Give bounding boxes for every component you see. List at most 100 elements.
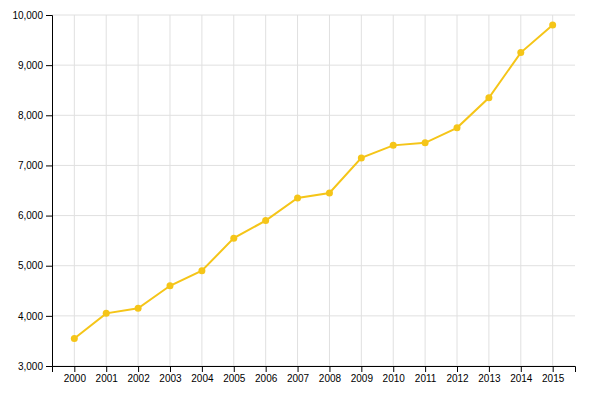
marker — [326, 190, 333, 197]
grid-line — [457, 15, 458, 366]
tick-mark — [106, 366, 107, 372]
tick-label: 2004 — [191, 373, 214, 384]
tick-mark — [46, 65, 52, 66]
marker — [422, 139, 429, 146]
x-axis: 2000200120022003200420052006200720082009… — [53, 366, 576, 384]
tick: 9,000 — [18, 60, 52, 71]
tick: 2008 — [319, 366, 342, 384]
tick-label: 2002 — [127, 373, 150, 384]
grid-line — [393, 15, 394, 366]
tick: 4,000 — [18, 311, 52, 322]
marker — [166, 282, 173, 289]
tick-mark — [553, 366, 554, 372]
marker — [262, 217, 269, 224]
tick-mark — [521, 366, 522, 372]
marker — [390, 142, 397, 149]
tick-label: 9,000 — [18, 60, 43, 71]
y-axis: 3,000 4,000 5,000 6,000 7,000 8,000 9,000 10,00… — [12, 10, 52, 372]
tick: 2012 — [446, 366, 469, 384]
tick: 2000 — [64, 366, 87, 384]
axis-line — [46, 16, 53, 367]
tick-label: 8,000 — [18, 110, 43, 121]
tick-mark — [46, 115, 52, 116]
tick-label: 4,000 — [18, 311, 43, 322]
tick-label: 2005 — [223, 373, 246, 384]
tick-mark — [361, 366, 362, 372]
marker — [230, 235, 237, 242]
marker — [135, 305, 142, 312]
marker — [103, 310, 110, 317]
grid-line — [233, 15, 234, 366]
tick: 2004 — [191, 366, 214, 384]
grid-line — [52, 265, 575, 266]
tick-label: 2013 — [478, 373, 501, 384]
grid-line — [297, 15, 298, 366]
tick-label: 2003 — [159, 373, 182, 384]
grid-line — [52, 15, 575, 16]
tick-mark — [46, 15, 52, 16]
tick: 10,000 — [12, 10, 52, 21]
grid-line — [52, 215, 575, 216]
grid-line — [52, 165, 575, 166]
marker — [517, 49, 524, 56]
tick: 6,000 — [18, 210, 52, 221]
tick-label: 6,000 — [18, 210, 43, 221]
marker — [454, 124, 461, 131]
tick-label: 2010 — [383, 373, 406, 384]
grid — [52, 15, 575, 366]
tick-label: 2011 — [415, 373, 437, 384]
marker — [358, 154, 365, 161]
grid-line — [265, 15, 266, 366]
tick-mark — [298, 366, 299, 372]
tick-label: 2012 — [446, 373, 469, 384]
tick: 5,000 — [18, 260, 52, 271]
tick: 2011 — [415, 366, 437, 384]
tick-mark — [46, 366, 52, 367]
tick: 2001 — [96, 366, 119, 384]
series — [71, 22, 556, 342]
grid-line — [138, 15, 139, 366]
tick-mark — [138, 366, 139, 372]
plot: 2000200120022003200420052006200720082009… — [12, 10, 575, 384]
grid-line — [201, 15, 202, 366]
tick-mark — [425, 366, 426, 372]
grid-line — [52, 65, 575, 66]
marker — [198, 267, 205, 274]
grid-line — [552, 15, 553, 366]
tick-label: 3,000 — [18, 361, 43, 372]
grid-line — [52, 315, 575, 316]
tick: 2013 — [478, 366, 501, 384]
grid-line — [52, 115, 575, 116]
tick: 7,000 — [18, 160, 52, 171]
tick-mark — [170, 366, 171, 372]
tick-mark — [46, 316, 52, 317]
tick-label: 10,000 — [12, 10, 43, 21]
tick: 2003 — [159, 366, 182, 384]
marker — [485, 94, 492, 101]
tick-mark — [234, 366, 235, 372]
tick: 2015 — [542, 366, 565, 384]
grid-line — [74, 15, 75, 366]
tick-label: 2006 — [255, 373, 278, 384]
tick: 2005 — [223, 366, 246, 384]
tick: 2002 — [127, 366, 150, 384]
tick: 2006 — [255, 366, 278, 384]
tick-mark — [393, 366, 394, 372]
tick-label: 5,000 — [18, 260, 43, 271]
tick-mark — [46, 165, 52, 166]
chart: 2000200120022003200420052006200720082009… — [0, 0, 593, 396]
tick: 8,000 — [18, 110, 52, 121]
tick-mark — [266, 366, 267, 372]
tick-mark — [202, 366, 203, 372]
marker — [294, 195, 301, 202]
tick-label: 2001 — [96, 373, 119, 384]
line — [74, 25, 552, 338]
tick-mark — [46, 266, 52, 267]
tick-mark — [329, 366, 330, 372]
tick: 2009 — [351, 366, 374, 384]
tick: 3,000 — [18, 361, 52, 372]
grid-line — [169, 15, 170, 366]
marker — [71, 335, 78, 342]
axis-line — [53, 367, 576, 373]
tick-mark — [74, 366, 75, 372]
